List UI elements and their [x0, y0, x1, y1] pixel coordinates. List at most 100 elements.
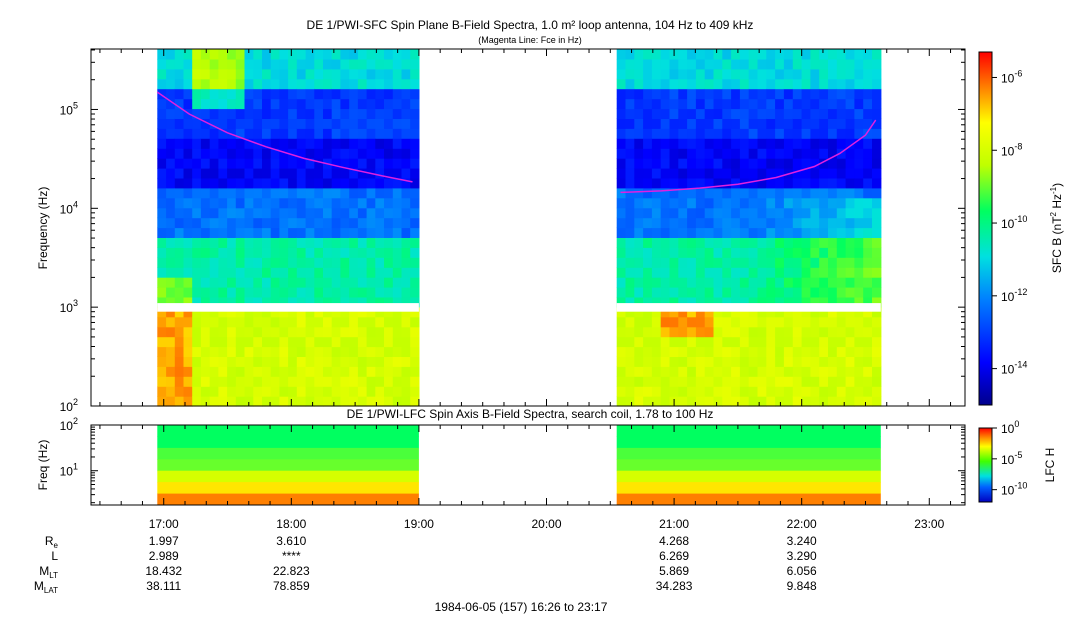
spectrogram-cell [227, 247, 237, 258]
spectrogram-cell [183, 247, 193, 258]
spectrogram-cell [643, 396, 653, 407]
spectrogram-cell [854, 277, 864, 288]
spectrogram-cell [253, 306, 263, 318]
spectrogram-cell [783, 78, 794, 90]
ephemeris-value: 3.290 [787, 549, 817, 563]
spectrogram-cell [810, 197, 820, 209]
spectrogram-cell [331, 396, 341, 407]
spectrogram-cell [801, 58, 811, 70]
spectrogram-cell [731, 168, 741, 179]
spectrogram-cell [616, 158, 627, 169]
spectrogram-cell [792, 138, 803, 149]
spectrogram-cell [828, 78, 838, 90]
spectrogram-cell [253, 78, 263, 90]
spectrogram-cell [625, 118, 635, 129]
spectrogram-cell [854, 376, 864, 387]
spectrogram-cell [366, 49, 376, 60]
spectrogram-cell [279, 168, 289, 179]
spectrogram-cell [854, 177, 864, 189]
spectrogram-cell [183, 197, 193, 209]
spectrogram-cell [739, 326, 750, 338]
ephemeris-value: 3.610 [276, 534, 306, 548]
spectrogram-cell [183, 306, 193, 318]
spectrogram-cell [357, 346, 368, 357]
spectrogram-cell [357, 68, 368, 80]
spectrogram-cell [616, 197, 627, 209]
spectrogram-cell [183, 237, 193, 248]
spectrogram-cell [766, 118, 776, 129]
spectrogram-cell [305, 58, 315, 70]
spectrogram-cell [340, 118, 350, 129]
spectrogram-cell [192, 376, 202, 387]
spectrogram-cell [200, 227, 211, 238]
spectrogram-cell [704, 336, 715, 348]
spectrogram-cell [209, 98, 219, 110]
spectrogram-cell [279, 207, 289, 219]
spectrogram-cell [863, 257, 873, 268]
spectrogram-cell [253, 158, 263, 169]
spectrogram-cell [643, 168, 653, 179]
spectrogram-cell [616, 336, 627, 348]
spectrogram-cell [392, 366, 403, 377]
spectrogram-cell [810, 168, 820, 179]
spectrogram-cell [323, 356, 333, 367]
spectrogram-cell [643, 376, 653, 387]
spectrogram-cell [218, 247, 228, 258]
spectrogram-cell [192, 306, 202, 318]
spectrogram-cell [384, 247, 394, 258]
spectrogram-cell [625, 88, 635, 100]
spectrogram-cell [695, 68, 706, 80]
spectrogram-cell [801, 396, 811, 407]
spectrogram-cell [810, 68, 820, 80]
spectrogram-cell [392, 356, 403, 367]
spectrogram-cell [183, 396, 193, 407]
spectrogram-cell [792, 197, 803, 209]
spectrogram-cell [872, 296, 882, 308]
colorbar-tick-label: 10-5 [1001, 450, 1022, 467]
spectrogram-cell [713, 158, 723, 169]
spectrogram-cell [792, 68, 803, 80]
spectrogram-cell [392, 287, 403, 298]
spectrogram-cell [792, 187, 803, 199]
spectrogram-cell [305, 277, 315, 288]
spectrogram-cell [687, 108, 697, 119]
spectrogram-cell [695, 257, 706, 268]
spectrogram-cell [157, 287, 167, 298]
spectrogram-cell [410, 207, 420, 219]
spectrogram-cell [783, 217, 794, 229]
spectrogram-cell [660, 356, 671, 367]
spectrogram-cell [757, 58, 767, 70]
spectrogram-cell [183, 138, 193, 149]
spectrogram-cell [270, 277, 280, 288]
spectrogram-cell [340, 386, 350, 397]
spectrogram-cell [872, 356, 882, 367]
spectrogram-cell [166, 296, 176, 308]
spectrogram-cell [739, 207, 750, 219]
spectrogram-cell [775, 197, 785, 209]
spectrogram-cell [270, 287, 280, 298]
spectrogram-cell [296, 267, 307, 278]
spectrogram-cell [253, 396, 263, 407]
spectrogram-cell [183, 316, 193, 328]
spectrogram-cell [262, 148, 272, 159]
spectrogram-cell [687, 128, 697, 139]
spectrogram-cell [323, 306, 333, 318]
spectrogram-cell [713, 296, 723, 308]
spectrogram-cell [775, 49, 785, 60]
spectrogram-cell [235, 306, 246, 318]
spectrogram-cell [349, 168, 359, 179]
spectrogram-cell [166, 128, 176, 139]
spectrogram-cell [253, 217, 263, 229]
spectrogram-cell [323, 98, 333, 110]
spectrogram-cell [766, 396, 776, 407]
spectrogram-cell [713, 98, 723, 110]
spectrogram-cell [643, 108, 653, 119]
spectrogram-cell [183, 376, 193, 387]
spectrogram-cell [854, 316, 864, 328]
spectrogram-cell [678, 207, 688, 219]
spectrogram-cell [331, 158, 341, 169]
spectrogram-cell [349, 316, 359, 328]
spectrogram-cell [739, 217, 750, 229]
spectrogram-cell [669, 177, 679, 189]
spectrogram-cell [863, 49, 873, 60]
